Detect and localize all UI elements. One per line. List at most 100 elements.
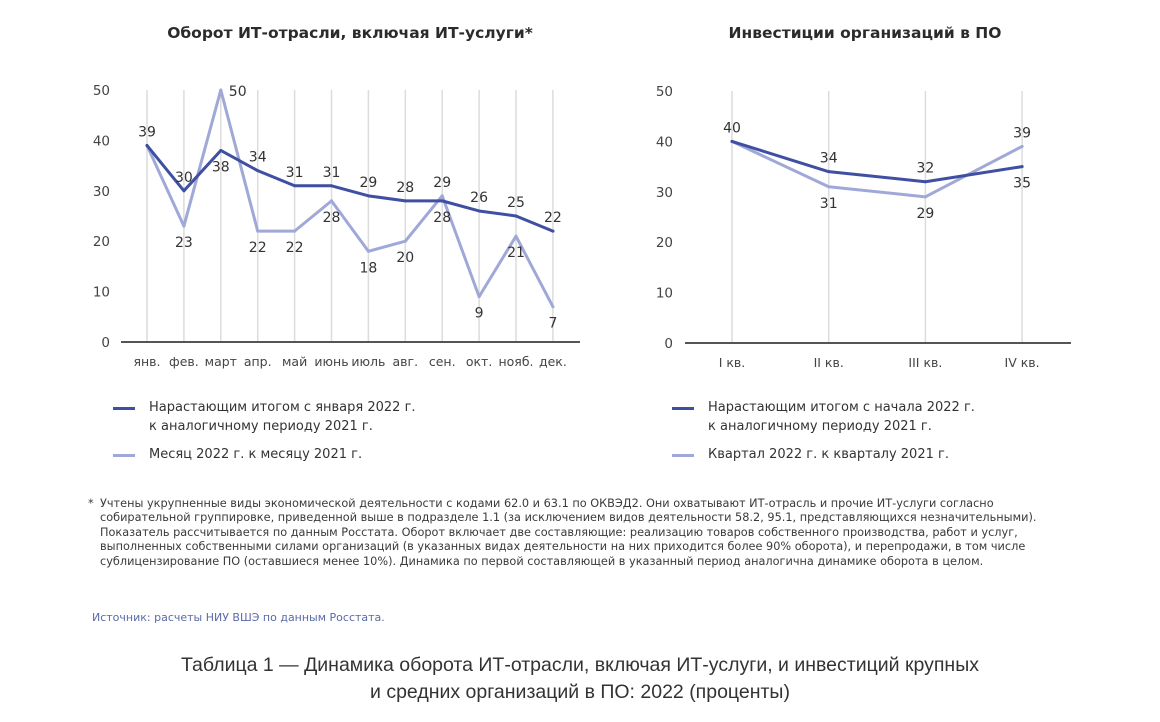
legend-item-cumulative: Нарастающим итогом с начала 2022 г. к ан… (672, 398, 975, 436)
x-tick-label: I кв. (719, 355, 746, 370)
series-line-period (730, 139, 1024, 199)
y-tick-label: 20 (656, 235, 673, 251)
data-point (219, 88, 223, 92)
figure-caption: Таблица 1 — Динамика оборота ИТ-отрасли,… (40, 652, 1120, 706)
data-label: 34 (249, 150, 267, 166)
chart-turnover: 0 10 20 30 40 50 янв. фев. март апр. май июнь июль ав… (93, 83, 580, 369)
x-tick-label: март (205, 354, 237, 369)
data-label: 32 (916, 161, 934, 177)
legend-swatch-monthly (113, 454, 135, 457)
legend-label-line1: Нарастающим итогом с начала 2022 г. (708, 400, 975, 415)
data-point (145, 143, 149, 147)
data-point (182, 189, 186, 193)
data-label: 31 (286, 165, 304, 181)
data-point (514, 234, 518, 238)
data-label: 22 (286, 240, 304, 256)
x-tick-label: фев. (169, 354, 199, 369)
data-point (827, 170, 831, 174)
series-line-cumulative (730, 139, 1024, 184)
y-tick-label: 10 (93, 285, 110, 301)
legend-label: Квартал 2022 г. к кварталу 2021 г. (708, 447, 949, 462)
chart-title-software-investment: Инвестиции организаций в ПО (728, 24, 1002, 42)
x-tick-label: май (282, 354, 307, 369)
data-label: 22 (544, 210, 562, 226)
data-point (477, 295, 481, 299)
data-point (440, 199, 444, 203)
legend-swatch-cumulative (113, 407, 135, 410)
data-point (256, 229, 260, 233)
legend-label-line2: к аналогичному периоду 2021 г. (149, 419, 373, 434)
data-label: 39 (1013, 125, 1031, 141)
data-label: 21 (507, 245, 525, 261)
data-point (514, 214, 518, 218)
legend-investment: Нарастающим итогом с начала 2022 г. к ан… (672, 398, 975, 473)
series-line-cumulative (145, 143, 555, 233)
footnote-marker: * (88, 497, 94, 510)
y-tick-label: 40 (93, 133, 110, 149)
legend-label: Месяц 2022 г. к месяцу 2021 г. (149, 447, 363, 462)
caption-line-1: Таблица 1 — Динамика оборота ИТ-отрасли,… (181, 654, 979, 676)
data-label: 31 (820, 196, 838, 212)
data-point (293, 229, 297, 233)
data-point (366, 249, 370, 253)
data-point (923, 195, 927, 199)
data-label: 7 (548, 316, 557, 332)
legend-label-line2: к аналогичному периоду 2021 г. (708, 419, 932, 434)
data-label: 29 (359, 175, 377, 191)
data-point (730, 139, 734, 143)
x-tick-label: нояб. (498, 354, 533, 369)
data-label: 38 (212, 159, 230, 175)
x-tick-label: II кв. (814, 355, 844, 370)
data-point (330, 199, 333, 203)
x-tick-label: июль (351, 354, 385, 369)
data-label: 29 (433, 175, 451, 191)
source-note: Источник: расчеты НИУ ВШЭ по данным Росс… (92, 611, 385, 624)
data-label: 39 (138, 124, 156, 140)
y-tick-label: 10 (656, 286, 673, 302)
x-tick-label: янв. (133, 354, 160, 369)
y-tick-label: 0 (101, 335, 110, 351)
chart-title-turnover: Оборот ИТ-отрасли, включая ИТ-услуги* (167, 24, 533, 42)
data-point (293, 184, 297, 188)
series-line-period (145, 88, 555, 309)
data-point (923, 180, 927, 184)
footnote-text: Учтены укрупненные виды экономической де… (100, 497, 1037, 568)
data-label: 26 (470, 190, 488, 206)
data-point (403, 199, 407, 203)
legend-item-cumulative: Нарастающим итогом с января 2022 г. к ан… (113, 398, 416, 436)
x-tick-label: сен. (429, 354, 456, 369)
data-point (182, 224, 186, 228)
x-tick-label: дек. (539, 354, 567, 369)
legend-label-line1: Нарастающим итогом с января 2022 г. (149, 400, 416, 415)
x-tick-label: июнь (314, 354, 348, 369)
x-tick-label: авг. (393, 354, 419, 369)
x-tick-label: окт. (466, 354, 492, 369)
y-tick-label: 50 (93, 83, 110, 99)
data-label: 22 (249, 240, 267, 256)
data-label: 30 (175, 170, 193, 186)
data-point (330, 184, 333, 188)
data-point (256, 169, 260, 173)
x-tick-label: IV кв. (1005, 355, 1040, 370)
data-label: 34 (820, 151, 838, 167)
data-label: 28 (323, 210, 341, 226)
x-tick-label: апр. (244, 354, 272, 369)
data-label: 28 (433, 210, 451, 226)
footnote: * Учтены укрупненные виды экономической … (88, 497, 1078, 569)
data-label: 31 (323, 165, 341, 181)
data-label: 25 (507, 195, 525, 211)
data-point (403, 239, 407, 243)
legend-swatch-quarterly (672, 454, 694, 457)
y-tick-label: 40 (656, 134, 673, 150)
data-point (551, 305, 555, 309)
data-label: 9 (475, 306, 484, 322)
y-tick-label: 50 (656, 84, 673, 100)
data-label: 50 (229, 84, 247, 100)
data-label: 23 (175, 235, 193, 251)
legend-item-quarterly: Квартал 2022 г. к кварталу 2021 г. (672, 445, 975, 464)
data-point (440, 194, 444, 198)
data-point (1020, 165, 1024, 169)
data-point (219, 148, 223, 152)
data-label: 40 (723, 120, 741, 136)
data-point (827, 185, 831, 189)
